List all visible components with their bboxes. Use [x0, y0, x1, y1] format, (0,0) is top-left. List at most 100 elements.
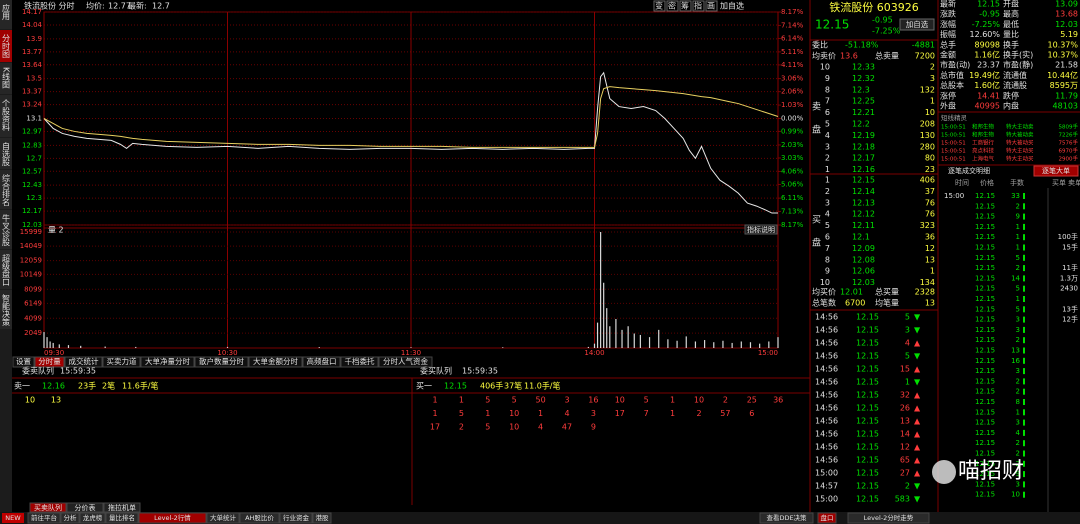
sidebar-tab[interactable]: [0, 63, 12, 94]
status-tab[interactable]: [817, 512, 837, 524]
sidebar-label[interactable]: K线图: [2, 67, 11, 89]
status-tab-label[interactable]: Level-2行情: [154, 513, 191, 522]
toolbar-label[interactable]: 变: [655, 1, 663, 11]
sub-tab-label[interactable]: 大单金额分时: [253, 356, 298, 366]
sub-tab[interactable]: [248, 356, 303, 368]
status-tab[interactable]: [847, 512, 930, 524]
indicator-button[interactable]: [744, 224, 778, 235]
status-tab-label[interactable]: 查看DDE决策: [766, 513, 807, 522]
sub-tab[interactable]: [340, 356, 379, 368]
status-tab-label[interactable]: 前往平台: [31, 513, 57, 522]
sidebar-label[interactable]: 分时图: [2, 34, 11, 59]
status-tab-label[interactable]: 行业资金: [283, 513, 310, 522]
sub-tab[interactable]: [194, 356, 249, 368]
sub-tab[interactable]: [102, 356, 141, 368]
status-tab-label[interactable]: 盘口: [821, 513, 834, 522]
status-tab-label[interactable]: Level-2分时走势: [864, 513, 914, 522]
sub-tab-label[interactable]: 分时量: [38, 356, 61, 366]
quote-label: 市盈(动): [940, 60, 970, 70]
sidebar-tab[interactable]: [0, 290, 12, 329]
toolbar-label[interactable]: 筹: [681, 1, 689, 11]
level-volume: 10: [925, 108, 935, 117]
toolbar-label[interactable]: 指: [694, 1, 702, 11]
status-tab[interactable]: [239, 512, 280, 524]
status-tab[interactable]: [206, 512, 240, 524]
quote-value: 19.49亿: [969, 70, 1000, 80]
toolbar-label[interactable]: 密: [668, 1, 676, 11]
status-tab[interactable]: [27, 512, 61, 524]
quote-value: 12.03: [1055, 20, 1078, 29]
status-tab[interactable]: [138, 512, 207, 524]
sidebar-label[interactable]: 个股资料: [2, 99, 11, 132]
ratio: -51.18%: [845, 41, 879, 50]
status-tab-label[interactable]: 港股: [316, 513, 330, 522]
bottom-tab-label[interactable]: 买卖队列: [34, 503, 62, 512]
toolbar-button[interactable]: [666, 0, 679, 12]
add-button-label[interactable]: 加自选: [906, 19, 929, 29]
sidebar-tab[interactable]: [0, 95, 12, 137]
sidebar-label[interactable]: 综合排名: [2, 173, 11, 207]
sub-tab-label[interactable]: 成交统计: [69, 356, 99, 366]
sidebar-label[interactable]: 自选股: [2, 141, 11, 167]
status-tab[interactable]: [279, 512, 313, 524]
status-tab[interactable]: [312, 512, 332, 524]
toolbar-button[interactable]: [692, 0, 705, 12]
detail-order: 15手: [1062, 243, 1078, 252]
detail-volume: 14: [1011, 274, 1020, 282]
sub-tab[interactable]: [12, 356, 35, 368]
bottom-tab[interactable]: [66, 502, 104, 513]
sub-tab-label[interactable]: 买卖力道: [107, 356, 137, 366]
bottom-tab[interactable]: [29, 502, 67, 513]
toolbar-label[interactable]: 加自选: [720, 1, 744, 11]
trade-time: 15:00: [815, 495, 838, 504]
status-tab[interactable]: [759, 512, 814, 524]
sub-tab-label[interactable]: 千档委托: [345, 356, 375, 366]
sub-tab[interactable]: [302, 356, 341, 368]
sidebar-tab[interactable]: [0, 170, 12, 209]
sub-tab[interactable]: [34, 356, 65, 368]
detail-flag: [1023, 481, 1025, 488]
sidebar-label[interactable]: 智能决策: [2, 293, 11, 327]
sub-tab-label[interactable]: 高频盘口: [307, 356, 337, 366]
sub-tab-label[interactable]: 大单净量分时: [145, 356, 190, 366]
status-tab-label[interactable]: 大单统计: [210, 513, 237, 522]
sidebar-tab[interactable]: [0, 250, 12, 289]
sub-tab[interactable]: [64, 356, 103, 368]
sub-tab[interactable]: [378, 356, 433, 368]
toolbar-button[interactable]: [705, 0, 718, 12]
quote-value: 89098: [975, 40, 1000, 49]
sub-tab-label[interactable]: 设置: [16, 356, 31, 366]
status-tab-label[interactable]: 分析: [64, 513, 78, 522]
bottom-tab-label[interactable]: 分价表: [75, 503, 96, 512]
status-tab-label[interactable]: 量比排名: [109, 513, 135, 522]
status-tab[interactable]: [79, 512, 106, 524]
status-tab-label[interactable]: AH股比价: [245, 513, 274, 522]
y2-tick-label: 6.14%: [781, 34, 804, 42]
sub-tab-label[interactable]: 散户数量分时: [199, 356, 244, 366]
bottom-tab-label[interactable]: 拖拉机单: [108, 503, 136, 512]
detail-button[interactable]: [1033, 165, 1079, 177]
queue-order: 1: [459, 396, 464, 405]
bottom-tab[interactable]: [103, 502, 141, 513]
level-index: 3: [825, 198, 830, 207]
sidebar-tab[interactable]: [0, 0, 12, 29]
sidebar-tab[interactable]: [0, 30, 12, 62]
y2-tick-label: 5.06%: [781, 180, 804, 188]
status-tab-label[interactable]: 龙虎榜: [83, 513, 103, 522]
queue-time: 15:59:35: [60, 367, 96, 376]
indicator-button-label[interactable]: 指标说明: [747, 225, 775, 234]
sidebar-label[interactable]: 应用: [2, 3, 11, 21]
sidebar-tab[interactable]: [0, 210, 12, 249]
sidebar-label[interactable]: 超级盘口: [2, 253, 11, 286]
toolbar-button[interactable]: [653, 0, 666, 12]
sidebar-tab[interactable]: [0, 138, 12, 169]
sidebar-label[interactable]: 牛叉诊股: [2, 213, 11, 247]
status-tab[interactable]: [105, 512, 139, 524]
add-button[interactable]: [899, 18, 935, 31]
detail-button-label[interactable]: 逐笔大单: [1042, 166, 1070, 175]
sub-tab[interactable]: [140, 356, 195, 368]
sub-tab-label[interactable]: 分时人气资金: [383, 356, 428, 366]
toolbar-button[interactable]: [679, 0, 692, 12]
status-tab[interactable]: [60, 512, 80, 524]
toolbar-label[interactable]: 画: [707, 2, 715, 11]
